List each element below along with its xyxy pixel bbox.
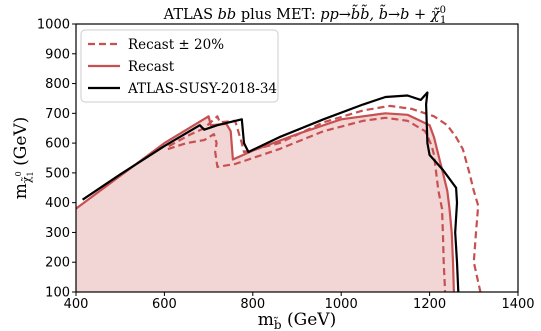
legend-label-atlas: ATLAS-SUSY-2018-34	[127, 81, 277, 97]
y-tick-label: 700	[45, 107, 70, 122]
series-line-recast-20-	[167, 116, 447, 292]
x-tick-label: 1400	[501, 297, 534, 312]
y-axis-title: mχ̃10 (GeV)	[11, 117, 35, 200]
x-tick-label: 800	[240, 297, 265, 312]
x-tick-label: 600	[152, 297, 177, 312]
recast-excluded-region	[76, 113, 454, 292]
y-tick-label: 300	[45, 226, 70, 241]
legend-label-recast: Recast	[128, 59, 175, 75]
legend: Recast ± 20% Recast ATLAS-SUSY-2018-34	[80, 29, 279, 103]
series-line-recast-20-	[168, 104, 482, 292]
y-tick-label: 900	[45, 47, 70, 62]
legend-box	[80, 29, 279, 103]
y-tick-label: 800	[45, 77, 70, 92]
legend-label-recast-band: Recast ± 20%	[128, 37, 224, 53]
x-tick-label: 400	[64, 297, 89, 312]
y-tick-label: 600	[45, 137, 70, 152]
series-line-atlas-susy-2018-34	[81, 91, 460, 292]
y-tick-label: 100	[45, 286, 70, 301]
y-tick-label: 400	[45, 196, 70, 211]
x-axis-title: mb̃ (GeV)	[258, 310, 336, 331]
x-tick-label: 1200	[413, 297, 446, 312]
x-tick-label: 1000	[325, 297, 358, 312]
y-tick-label: 200	[45, 256, 70, 271]
y-tick-label: 500	[45, 166, 70, 181]
chart-title: ATLAS bb plus MET: pp→b̃b̃, b̃→b + χ̃0 1	[163, 4, 447, 26]
y-tick-label: 1000	[37, 18, 70, 33]
plot-frame	[75, 23, 519, 293]
series-line-recast	[76, 112, 455, 292]
